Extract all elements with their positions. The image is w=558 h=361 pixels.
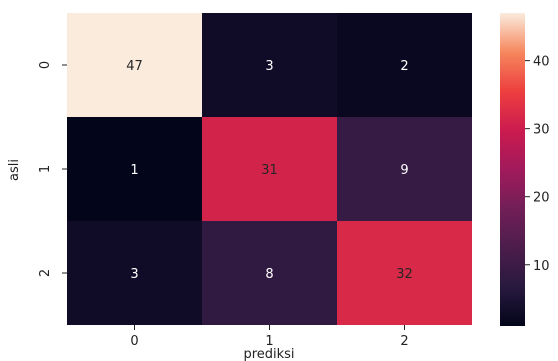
y-axis-title: asli (7, 159, 22, 181)
x-tick-label: 1 (265, 334, 273, 349)
y-tick-label: 2 (38, 269, 53, 277)
y-tick-label: 1 (38, 165, 53, 173)
x-axis-title: prediksi (243, 347, 294, 361)
heatmap-cells (67, 13, 472, 325)
y-tick-label: 0 (38, 61, 53, 69)
heatmap-cell-labels: 47 3 21 31 93 8 32 (126, 59, 413, 282)
heatmap-cell-label: 47 (126, 59, 143, 74)
heatmap-cell-label: 31 (261, 163, 278, 178)
heatmap-cell-label: 9 (400, 163, 408, 178)
x-axis: 0 1 2 (130, 325, 409, 349)
colorbar (500, 13, 525, 326)
colorbar-tick-label: 30 (533, 123, 550, 138)
heatmap-cell (202, 117, 337, 221)
heatmap-cell (67, 221, 202, 325)
x-tick-label: 2 (400, 334, 408, 349)
heatmap-cell-label: 8 (265, 267, 273, 282)
heatmap-cell-label: 1 (130, 163, 138, 178)
colorbar-ticks: 10 20 30 40 (525, 55, 550, 274)
x-tick-label: 0 (130, 334, 138, 349)
y-axis: 0 1 2 (38, 61, 67, 277)
heatmap-cell (202, 13, 337, 117)
heatmap-cell (337, 13, 472, 117)
heatmap-cell (202, 221, 337, 325)
heatmap-cell-label: 32 (396, 267, 413, 282)
colorbar-tick-label: 40 (533, 55, 550, 70)
heatmap-cell (67, 13, 202, 117)
heatmap-cell-label: 3 (130, 267, 138, 282)
colorbar-gradient (500, 13, 525, 326)
colorbar-tick-label: 10 (533, 259, 550, 274)
heatmap-cell-label: 2 (400, 59, 408, 74)
colorbar-tick-label: 20 (533, 191, 550, 206)
heatmap-cell-label: 3 (265, 59, 273, 74)
heatmap-cell (337, 221, 472, 325)
heatmap-cell (67, 117, 202, 221)
heatmap-cell (337, 117, 472, 221)
